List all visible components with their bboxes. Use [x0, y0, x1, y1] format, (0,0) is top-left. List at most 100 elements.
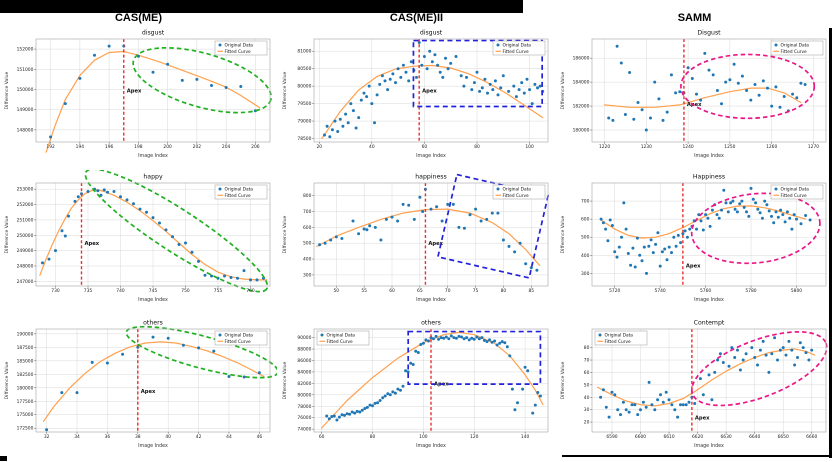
x-axis-label: Image Index [138, 297, 168, 303]
x-tick-label: 5760 [700, 288, 711, 294]
y-tick-label: 76000 [297, 415, 311, 421]
y-tick-label: 74000 [297, 427, 311, 433]
apex-label: Apex [422, 89, 437, 95]
y-tick-label: 250000 [17, 233, 34, 239]
x-tick-label: 1220 [599, 144, 610, 150]
y-tick-label: 82000 [297, 381, 311, 387]
x-tick-label: 6630 [721, 434, 732, 440]
y-tick-label: 30 [584, 407, 590, 413]
y-tick-label: 185000 [17, 358, 34, 364]
right-black-border [829, 28, 832, 458]
legend-fitted-curve: Fitted Curve [781, 49, 807, 55]
gridlines [314, 39, 548, 142]
x-tick-label: 1230 [641, 144, 652, 150]
x-tick-label: 5740 [655, 288, 666, 294]
y-tick-label: 251000 [17, 217, 34, 223]
y-tick-label: 180000 [573, 128, 590, 134]
x-tick-label: 100 [419, 434, 428, 440]
plot-border [591, 38, 827, 143]
x-tick-label: 20 [316, 144, 322, 150]
x-tick-label: 760 [246, 288, 255, 294]
x-tick-label: 5720 [609, 288, 620, 294]
scatter-points [323, 41, 545, 139]
y-tick-label: 70 [584, 358, 590, 364]
panel-casme2-happiness: Apex 50 55 60 65 70 75 80 85 800 700 600 500 400 300 ha… [278, 170, 555, 312]
scatter-points [599, 186, 812, 275]
fitted-curve [42, 341, 265, 422]
chart-title: others [421, 320, 441, 327]
x-axis-label: Image Index [694, 153, 724, 159]
apex-label: Apex [127, 89, 142, 95]
annotation-ellipse [84, 170, 269, 293]
y-tick-label: 253000 [17, 187, 34, 193]
panel-casme-disgust: Apex 192 194 196 198 200 202 204 206 152000 151000… [0, 26, 277, 168]
legend-fitted-curve: Fitted Curve [781, 193, 807, 199]
x-tick-label: 38 [135, 434, 141, 440]
legend-original-data: Original Data [781, 187, 810, 193]
y-tick-label: 175000 [17, 412, 34, 418]
plot-border [313, 182, 549, 287]
x-tick-label: 80 [474, 144, 480, 150]
y-axis-label: Difference Value [560, 71, 566, 109]
x-tick-label: 120 [470, 434, 479, 440]
gridlines [314, 183, 548, 286]
x-tick-label: 204 [222, 144, 231, 150]
x-tick-label: 1260 [766, 144, 777, 150]
y-tick-label: 182500 [17, 372, 34, 378]
fitted-curve [600, 205, 807, 239]
bottom-black-border [562, 455, 832, 457]
chart-title: Contempt [694, 320, 725, 327]
y-tick-label: 180000 [17, 385, 34, 391]
top-black-bar [0, 0, 523, 13]
x-tick-label: 40 [369, 144, 375, 150]
panel-samm-happiness: Apex 5720 5740 5760 5780 5800 700 600 500 400 300 H… [556, 170, 832, 312]
x-axis-label: Image Index [416, 297, 446, 303]
panel-samm-disgust: Apex 1220 1230 1240 1250 1260 1270 186000 184000… [556, 26, 832, 168]
y-tick-label: 80000 [297, 392, 311, 398]
plot-border [313, 38, 549, 143]
scatter-points [49, 44, 257, 139]
x-tick-label: 75 [473, 288, 479, 294]
x-tick-label: 755 [214, 288, 223, 294]
legend-fitted-curve: Fitted Curve [503, 49, 529, 55]
y-tick-label: 79000 [297, 119, 311, 125]
fitted-curve [321, 64, 544, 140]
y-tick-label: 152000 [17, 47, 34, 53]
chart-title: happy [143, 174, 163, 181]
chart-happiness: Apex 5720 5740 5760 5780 5800 700 600 500 400 300 H… [560, 174, 827, 303]
apex-label: Apex [695, 416, 710, 422]
x-tick-label: 196 [105, 144, 114, 150]
annotation-ellipse [680, 53, 816, 120]
chart-disgust: Apex 192 194 196 198 200 202 204 206 152000 151000… [4, 30, 272, 159]
gridlines [36, 183, 270, 286]
x-tick-label: 60 [422, 144, 428, 150]
chart-contempt: Apex 6590 6600 6610 6620 6630 6640 6650 6660 80 70… [560, 320, 828, 449]
panel-casme2-others: Apex 60 80 100 120 140 90000 88000 86000 84000 820… [278, 316, 555, 458]
y-tick-label: 40 [584, 395, 590, 401]
y-tick-label: 78000 [297, 404, 311, 410]
y-tick-label: 187500 [17, 345, 34, 351]
plot-border [591, 328, 827, 433]
y-tick-label: 79500 [297, 101, 311, 107]
y-axis-label: Difference Value [4, 215, 10, 253]
y-axis-label: Difference Value [282, 215, 288, 253]
x-tick-label: 100 [525, 144, 534, 150]
apex-label: Apex [141, 389, 156, 395]
x-tick-label: 202 [193, 144, 202, 150]
x-tick-label: 65 [417, 288, 423, 294]
annotation-ellipse [690, 192, 821, 265]
x-axis-label: Image Index [138, 443, 168, 449]
chart-others: Apex 32 34 36 38 40 42 44 46 190000 187500 185000 18… [4, 320, 277, 449]
x-tick-label: 1240 [683, 144, 694, 150]
y-tick-label: 80000 [297, 84, 311, 90]
x-tick-label: 6600 [635, 434, 646, 440]
x-tick-label: 85 [528, 288, 534, 294]
y-tick-label: 300 [581, 271, 590, 277]
x-tick-label: 6620 [692, 434, 703, 440]
